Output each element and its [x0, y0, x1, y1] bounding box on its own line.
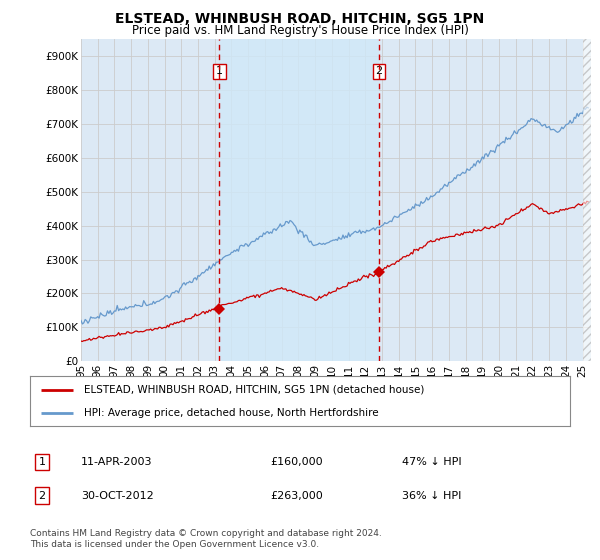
Polygon shape	[583, 39, 591, 361]
Text: 1: 1	[216, 67, 223, 76]
Text: ELSTEAD, WHINBUSH ROAD, HITCHIN, SG5 1PN: ELSTEAD, WHINBUSH ROAD, HITCHIN, SG5 1PN	[115, 12, 485, 26]
Text: ELSTEAD, WHINBUSH ROAD, HITCHIN, SG5 1PN (detached house): ELSTEAD, WHINBUSH ROAD, HITCHIN, SG5 1PN…	[84, 385, 424, 395]
Text: 36% ↓ HPI: 36% ↓ HPI	[402, 491, 461, 501]
Bar	[220, 39, 379, 361]
Text: £263,000: £263,000	[270, 491, 323, 501]
Text: Contains HM Land Registry data © Crown copyright and database right 2024.
This d: Contains HM Land Registry data © Crown c…	[30, 529, 382, 549]
Text: 11-APR-2003: 11-APR-2003	[81, 457, 152, 467]
Text: 2: 2	[376, 67, 383, 76]
Text: 47% ↓ HPI: 47% ↓ HPI	[402, 457, 461, 467]
Text: HPI: Average price, detached house, North Hertfordshire: HPI: Average price, detached house, Nort…	[84, 408, 379, 418]
Text: 30-OCT-2012: 30-OCT-2012	[81, 491, 154, 501]
Text: Price paid vs. HM Land Registry's House Price Index (HPI): Price paid vs. HM Land Registry's House …	[131, 24, 469, 36]
Text: £160,000: £160,000	[270, 457, 323, 467]
Text: 2: 2	[38, 491, 46, 501]
Text: 1: 1	[38, 457, 46, 467]
